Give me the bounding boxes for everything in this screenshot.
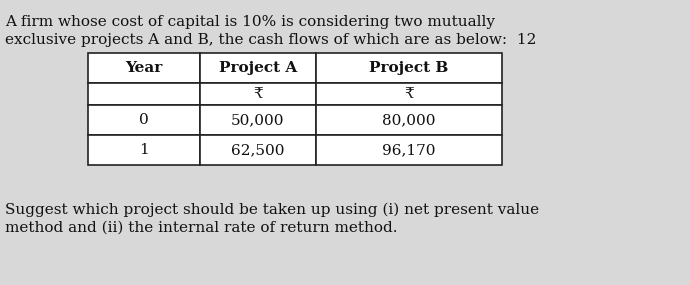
Bar — [200, 83, 316, 105]
Bar — [88, 53, 200, 83]
Bar — [200, 53, 316, 83]
Bar — [316, 135, 502, 165]
Bar — [316, 83, 502, 105]
Bar — [316, 53, 502, 83]
Text: 0: 0 — [139, 113, 149, 127]
Text: ₹: ₹ — [253, 87, 263, 101]
Text: 80,000: 80,000 — [382, 113, 435, 127]
Text: 1: 1 — [139, 143, 149, 157]
Text: ₹: ₹ — [404, 87, 414, 101]
Bar — [88, 105, 200, 135]
Bar — [200, 135, 316, 165]
Bar — [200, 105, 316, 135]
Bar — [316, 105, 502, 135]
Text: A firm whose cost of capital is 10% is considering two mutually: A firm whose cost of capital is 10% is c… — [5, 15, 495, 29]
Text: exclusive projects A and B, the cash flows of which are as below:  12: exclusive projects A and B, the cash flo… — [5, 33, 536, 47]
Text: 50,000: 50,000 — [231, 113, 284, 127]
Text: 62,500: 62,500 — [231, 143, 284, 157]
Text: method and (ii) the internal rate of return method.: method and (ii) the internal rate of ret… — [5, 221, 397, 235]
Text: Project B: Project B — [369, 61, 448, 75]
Text: 96,170: 96,170 — [382, 143, 435, 157]
Text: Year: Year — [126, 61, 163, 75]
Bar — [88, 135, 200, 165]
Text: Project A: Project A — [219, 61, 297, 75]
Text: Suggest which project should be taken up using (i) net present value: Suggest which project should be taken up… — [5, 203, 539, 217]
Bar — [88, 83, 200, 105]
